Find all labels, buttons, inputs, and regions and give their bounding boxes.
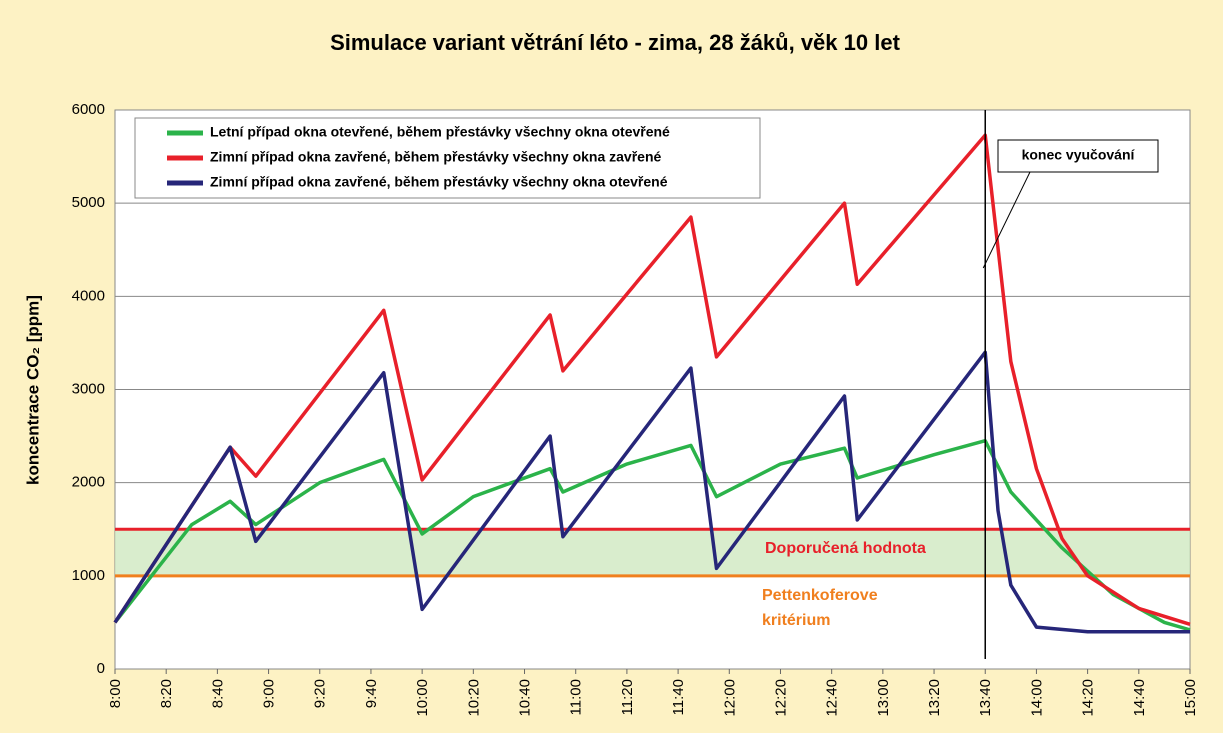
x-tick-label: 8:20 [158, 679, 175, 708]
x-tick-label: 11:00 [568, 679, 585, 715]
recommended-band [115, 529, 1190, 576]
x-tick-label: 13:40 [977, 679, 994, 717]
annotation-pointer [982, 171, 1031, 269]
annotation-text: konec vyučování [1022, 147, 1136, 163]
x-tick-label: 12:00 [721, 679, 738, 717]
x-tick-label: 8:40 [209, 679, 226, 708]
y-tick-label: 3000 [72, 380, 105, 397]
x-tick-label: 12:40 [824, 679, 841, 717]
x-tick-label: 14:00 [1028, 679, 1045, 717]
annotation-box [997, 139, 1159, 173]
x-tick-label: 14:40 [1131, 679, 1148, 717]
x-tick-label: 15:00 [1182, 679, 1199, 717]
x-tick-label: 9:20 [312, 679, 329, 708]
x-tick-label: 11:40 [670, 679, 687, 715]
x-tick-label: 10:40 [516, 679, 533, 717]
chart-title: Simulace variant větrání léto - zima, 28… [330, 30, 900, 55]
y-tick-label: 0 [97, 660, 105, 677]
x-tick-label: 14:20 [1080, 679, 1097, 717]
x-tick-label: 9:40 [363, 679, 380, 708]
y-tick-label: 1000 [72, 567, 105, 584]
legend [134, 117, 761, 199]
x-tick-label: 10:20 [465, 679, 482, 717]
x-tick-label: 13:20 [926, 679, 943, 717]
x-tick-label: 10:00 [414, 679, 431, 717]
y-tick-label: 4000 [72, 287, 105, 304]
series-line [113, 133, 1191, 626]
reference-label: Doporučená hodnota [765, 540, 926, 557]
x-tick-label: 9:00 [261, 679, 278, 708]
reference-label: Pettenkoferove kritérium [762, 587, 878, 629]
y-axis-label: koncentrace CO₂ [ppm] [23, 295, 42, 485]
x-tick-label: 11:20 [619, 679, 636, 715]
x-tick-label: 8:00 [107, 679, 124, 708]
y-tick-label: 2000 [72, 474, 105, 491]
legend-label: Letní případ okna otevřené, během přestá… [210, 124, 670, 140]
y-tick-label: 5000 [72, 194, 105, 211]
y-tick-label: 6000 [72, 101, 105, 118]
legend-label: Zimní případ okna zavřené, během přestáv… [210, 149, 662, 165]
legend-label: Zimní případ okna zavřené, během přestáv… [210, 174, 668, 190]
x-tick-label: 13:00 [875, 679, 892, 717]
series-line [113, 350, 1190, 634]
x-tick-label: 12:20 [772, 679, 789, 717]
